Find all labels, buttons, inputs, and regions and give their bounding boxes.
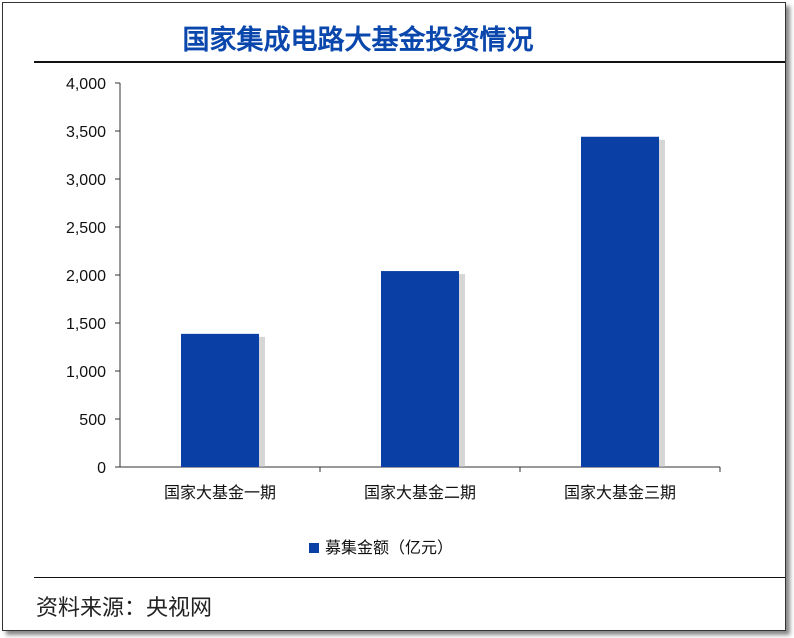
y-tick-label: 3,000 [66, 172, 106, 189]
bar [181, 333, 259, 467]
x-tick-label: 国家大基金一期 [164, 484, 276, 502]
x-tick-label: 国家大基金三期 [564, 484, 676, 502]
y-tick-label: 1,000 [66, 364, 106, 381]
y-tick-label: 0 [97, 460, 106, 477]
y-tick-label: 4,000 [66, 76, 106, 93]
bar [581, 136, 659, 467]
source-rule [34, 577, 785, 578]
y-tick-label: 1,500 [66, 316, 106, 333]
title-rule [34, 61, 785, 63]
y-tick-label: 2,000 [66, 268, 106, 285]
y-tick-label: 500 [79, 412, 106, 429]
chart-title: 国家集成电路大基金投资情况 [182, 25, 534, 55]
bar [381, 271, 459, 467]
source-text: 资料来源：央视网 [36, 595, 213, 620]
legend-label: 募集金额（亿元） [325, 539, 453, 557]
bar-chart: 0 500 1,000 1,500 2,000 2,500 3,000 3,500 4,000 国… [66, 76, 721, 557]
legend-swatch [309, 543, 319, 553]
y-tick-label: 2,500 [66, 220, 106, 237]
y-tick-label: 3,500 [66, 124, 106, 141]
x-tick-label: 国家大基金二期 [364, 484, 476, 502]
